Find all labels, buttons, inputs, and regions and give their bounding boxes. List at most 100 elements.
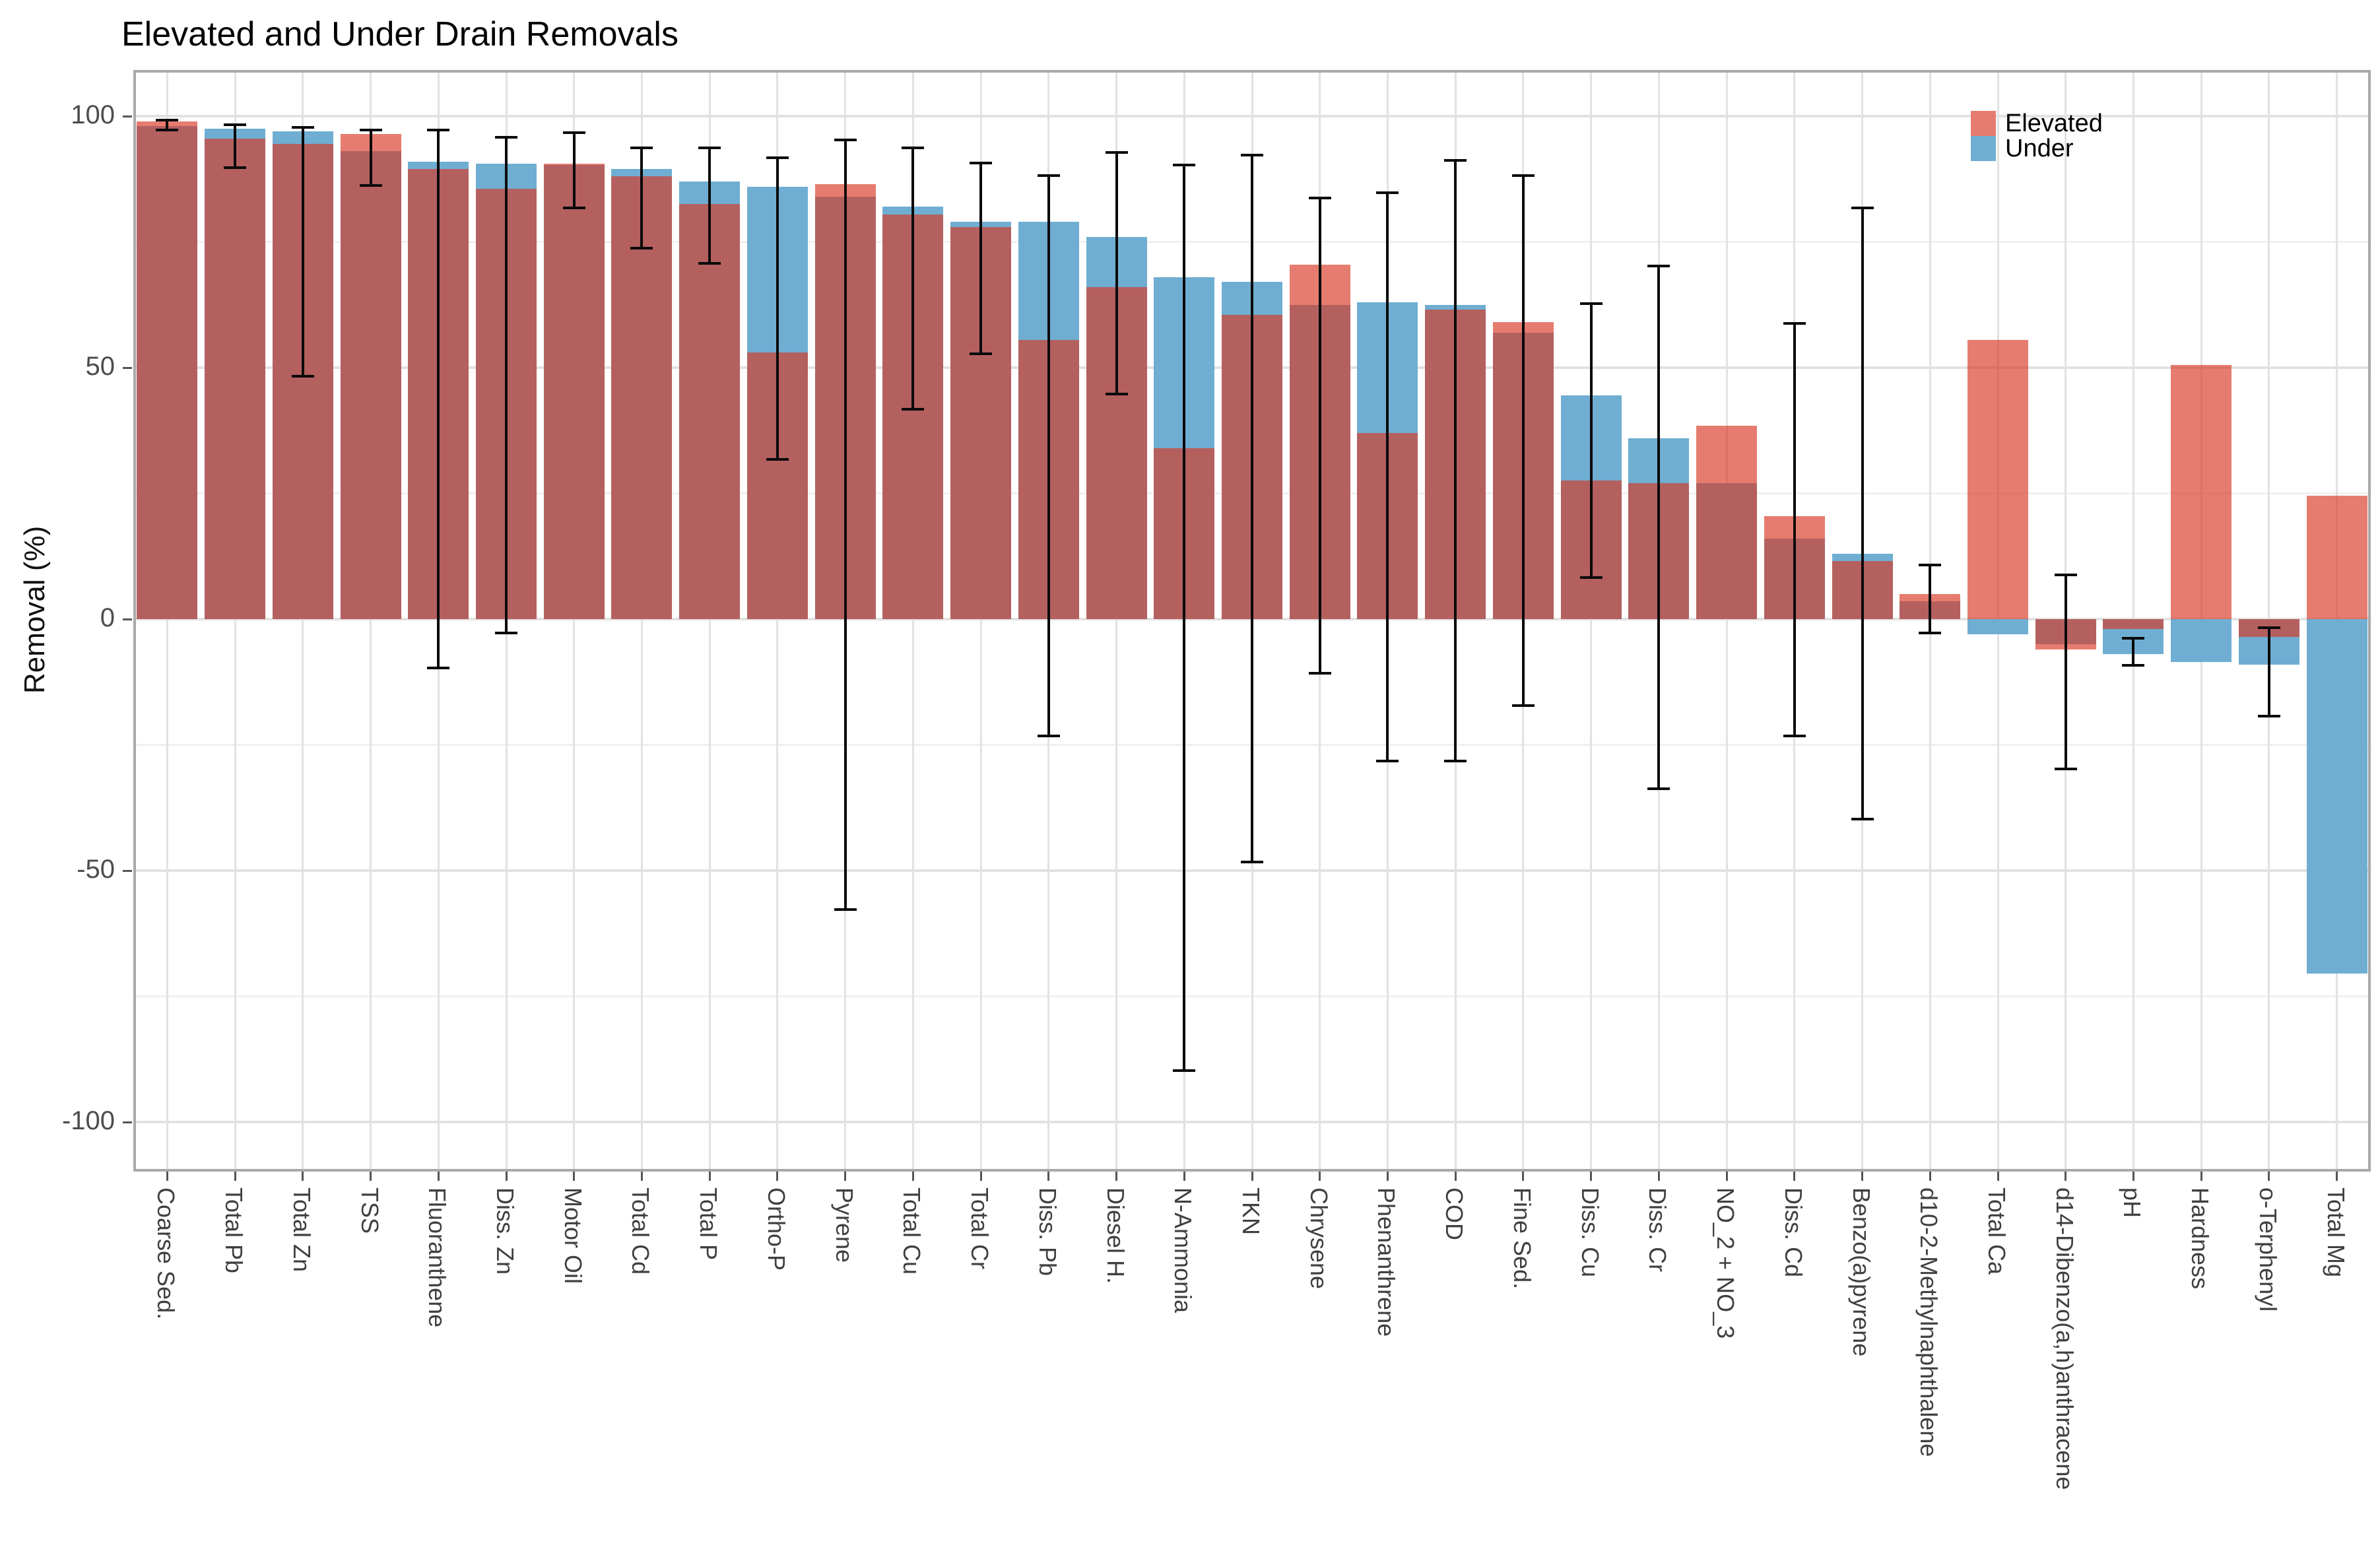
x-tick-label-30: pH: [2119, 1187, 2146, 1218]
legend-label-elevated: Elevated: [2005, 110, 2103, 137]
error-bar-cap: [1173, 1069, 1196, 1072]
y-tick-mark: [123, 869, 132, 872]
error-bar-10: [776, 156, 779, 461]
x-tick-label-29: d14-Dibenzo(a,h)anthracene: [2051, 1187, 2078, 1490]
x-tick-mark: [2132, 1172, 2134, 1181]
error-bar-13: [979, 161, 983, 355]
elevated-swatch: [1971, 111, 1996, 136]
error-bar-cap: [1444, 158, 1467, 162]
error-bar-cap: [970, 352, 993, 355]
gridline-v: [979, 73, 982, 1169]
error-bar-cap: [1444, 760, 1467, 763]
error-bar-cap: [2122, 636, 2145, 640]
x-tick-mark: [1861, 1172, 1864, 1181]
bar-elevated-1: [137, 121, 198, 619]
error-bar-16: [1183, 164, 1186, 1072]
y-tick-mark: [123, 115, 132, 117]
error-bar-25: [1793, 322, 1796, 738]
error-bar-cap: [902, 407, 925, 411]
error-bar-8: [640, 146, 644, 249]
legend-item-under: Under: [1971, 136, 2103, 161]
gridline-v: [1115, 73, 1118, 1169]
error-bar-cap: [834, 908, 857, 911]
error-bar-cap: [1241, 860, 1263, 863]
error-bar-cap: [1308, 196, 1331, 199]
x-tick-label-11: Pyrene: [830, 1187, 858, 1263]
y-tick-label: 100: [71, 100, 115, 129]
error-bar-cap: [1851, 817, 1874, 820]
error-bar-cap: [902, 146, 925, 149]
bar-elevated-8: [611, 176, 673, 619]
y-tick-label: -50: [77, 855, 115, 884]
x-tick-label-17: TKN: [1238, 1187, 1265, 1235]
error-bar-cap: [766, 457, 789, 461]
x-tick-mark: [1725, 1172, 1728, 1181]
x-tick-label-8: Total Cd: [627, 1187, 655, 1275]
x-tick-label-7: Motor Oil: [559, 1187, 587, 1284]
x-tick-label-32: o-Terphenyl: [2254, 1187, 2282, 1312]
error-bar-cap: [630, 246, 653, 249]
error-bar-cap: [427, 129, 450, 132]
error-bar-cap: [1511, 174, 1535, 177]
x-tick-label-3: Total Zn: [288, 1187, 315, 1273]
x-tick-label-4: TSS: [356, 1187, 383, 1234]
x-tick-mark: [1657, 1172, 1660, 1181]
error-bar-7: [572, 131, 576, 209]
error-bar-cap: [224, 166, 247, 169]
error-bar-cap: [1308, 671, 1331, 675]
x-tick-label-18: Chrysene: [1305, 1187, 1333, 1290]
x-tick-mark: [1590, 1172, 1593, 1181]
x-tick-mark: [1454, 1172, 1457, 1181]
error-bar-3: [301, 126, 304, 378]
error-bar-4: [369, 129, 372, 187]
error-bar-cap: [1919, 564, 1942, 567]
gridline-v: [302, 73, 304, 1169]
bar-elevated-30: [2103, 619, 2164, 630]
x-tick-mark: [2336, 1172, 2338, 1181]
gridline-v: [166, 73, 168, 1169]
x-tick-mark: [1047, 1172, 1050, 1181]
x-tick-label-12: Total Cu: [898, 1187, 926, 1275]
x-tick-mark: [1115, 1172, 1118, 1181]
error-bar-cap: [970, 161, 993, 164]
error-bar-cap: [1241, 154, 1263, 157]
x-tick-mark: [2065, 1172, 2067, 1181]
error-bar-cap: [427, 667, 450, 670]
x-tick-mark: [911, 1172, 914, 1181]
x-tick-mark: [776, 1172, 779, 1181]
x-tick-label-24: NO_2 + NO_3: [1712, 1187, 1740, 1339]
error-bar-cap: [1105, 392, 1128, 395]
error-bar-cap: [2257, 714, 2280, 717]
gridline-v: [1725, 73, 1728, 1169]
error-bar-cap: [1919, 631, 1942, 634]
x-tick-mark: [1251, 1172, 1253, 1181]
x-tick-label-5: Fluoranthene: [424, 1187, 451, 1328]
x-tick-label-23: Diss. Cr: [1644, 1187, 1672, 1272]
x-tick-label-16: N-Ammonia: [1170, 1187, 1197, 1313]
error-bar-5: [437, 129, 440, 670]
error-bar-20: [1454, 158, 1457, 763]
x-tick-label-21: Fine Sed.: [1508, 1187, 1536, 1290]
error-bar-15: [1115, 151, 1118, 395]
x-tick-mark: [1997, 1172, 1999, 1181]
bar-elevated-4: [340, 133, 401, 619]
error-bar-cap: [698, 146, 721, 149]
error-bar-cap: [156, 128, 179, 131]
bar-elevated-24: [1696, 425, 1758, 619]
error-bar-cap: [291, 375, 314, 378]
x-tick-mark: [1183, 1172, 1185, 1181]
gridline-v: [708, 73, 711, 1169]
error-bar-cap: [291, 126, 314, 129]
error-bar-21: [1521, 174, 1525, 708]
x-tick-label-6: Diss. Zn: [492, 1187, 519, 1275]
error-bar-cap: [1376, 760, 1399, 763]
x-tick-label-13: Total Cr: [966, 1187, 994, 1270]
error-bar-9: [708, 146, 711, 265]
x-tick-mark: [234, 1172, 236, 1181]
error-bar-cap: [2122, 664, 2145, 667]
x-tick-mark: [2268, 1172, 2270, 1181]
error-bar-32: [2267, 626, 2270, 717]
error-bar-12: [911, 146, 915, 411]
x-tick-label-10: Ortho-P: [762, 1187, 790, 1271]
gridline-v: [234, 73, 236, 1169]
